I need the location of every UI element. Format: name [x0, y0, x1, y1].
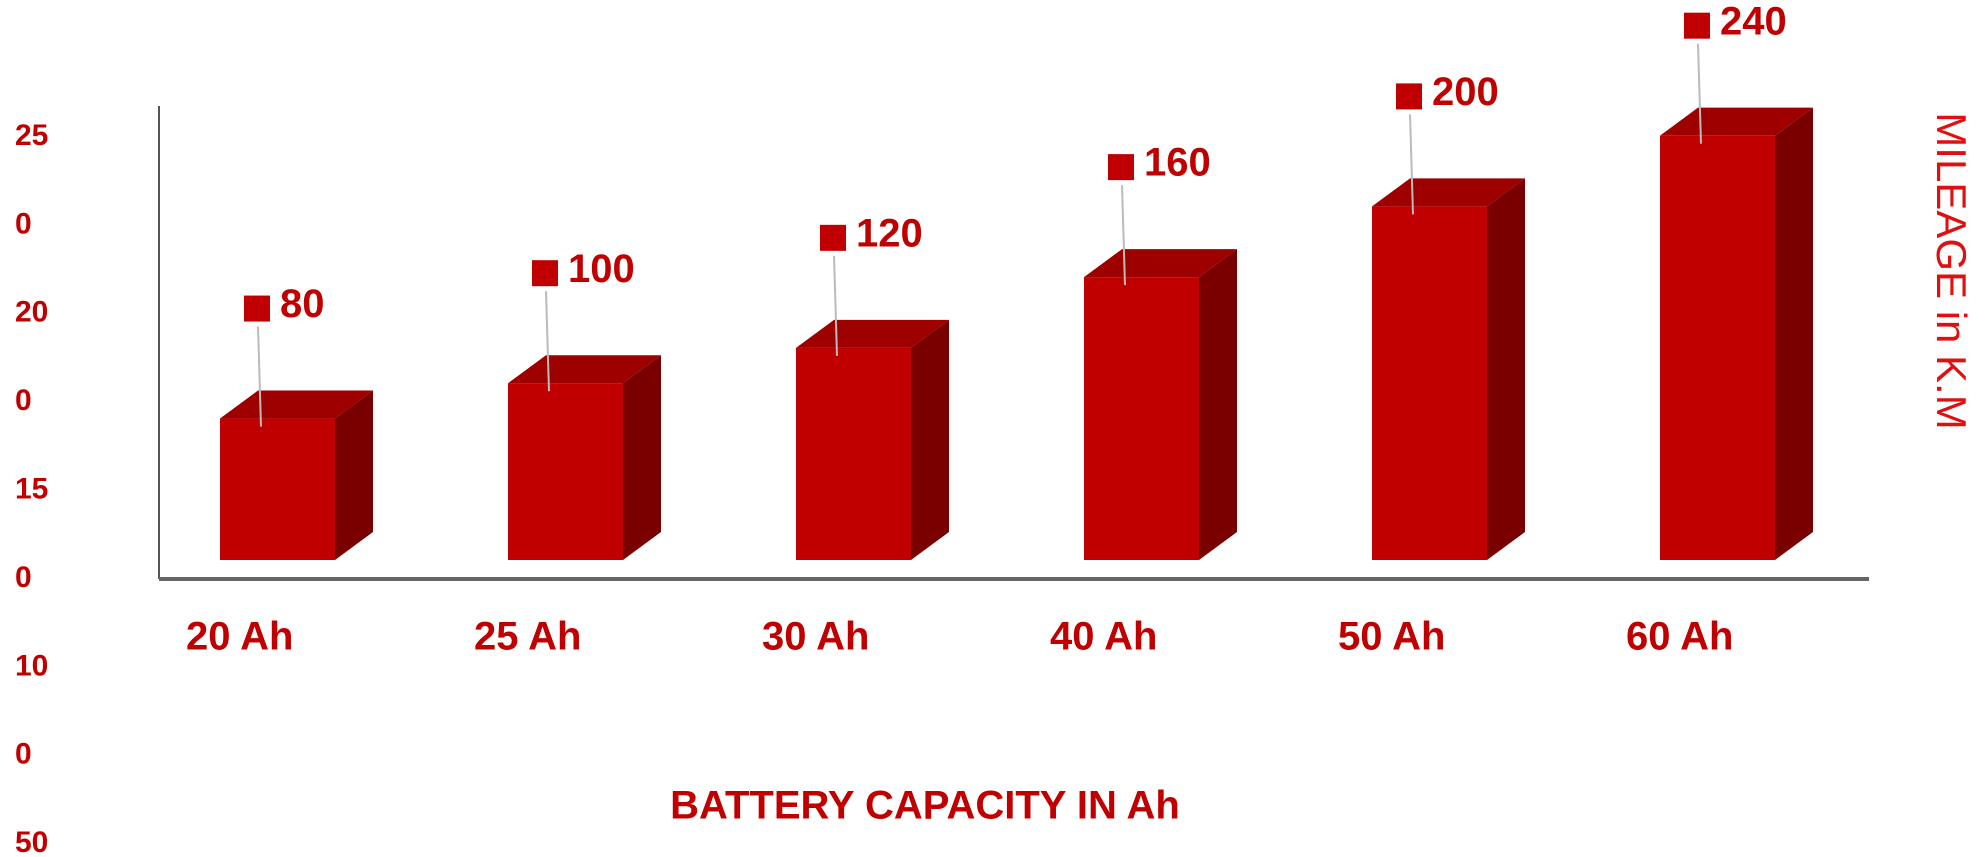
y-axis-fragment: 0	[15, 207, 32, 240]
bar-top	[1084, 249, 1237, 278]
bar-side	[1487, 178, 1525, 560]
bar	[1084, 277, 1199, 560]
bar-top	[796, 319, 949, 348]
data-label: 160	[1144, 141, 1211, 185]
y-axis-fragment: 15	[15, 473, 48, 506]
y-axis-fragment: 0	[15, 384, 32, 417]
y-axis-fragment: 0	[15, 561, 32, 594]
x-tick-label: 50 Ah	[1338, 615, 1445, 659]
data-label: 120	[856, 211, 923, 255]
y-axis-title: MILEAGE in K.M	[1928, 112, 1975, 429]
bar-top	[220, 390, 373, 419]
bar-side	[1199, 249, 1237, 560]
label-marker	[532, 260, 558, 287]
x-tick-label: 60 Ah	[1626, 615, 1733, 659]
y-axis-fragment: 25	[15, 119, 48, 152]
leader-line	[257, 326, 262, 427]
y-axis-fragment: 20	[15, 296, 48, 329]
bar-side	[623, 355, 661, 560]
bar	[220, 418, 335, 560]
x-tick-label: 20 Ah	[186, 615, 293, 659]
y-axis-fragment: 0	[15, 738, 32, 771]
bar	[796, 347, 911, 560]
label-marker	[1108, 154, 1134, 181]
bar-top	[1660, 107, 1813, 136]
leader-line	[1121, 185, 1126, 286]
bar	[508, 383, 623, 560]
y-axis-fragment: 10	[15, 649, 48, 682]
leader-line	[1409, 114, 1414, 215]
label-marker	[244, 295, 270, 322]
x-axis-title: BATTERY CAPACITY IN Ah	[670, 784, 1180, 828]
bar-side	[1775, 107, 1813, 561]
bar-side	[911, 319, 949, 560]
bar-side	[335, 390, 373, 560]
leader-line	[833, 255, 838, 356]
data-label: 200	[1432, 70, 1499, 114]
label-marker	[1684, 12, 1710, 39]
leader-line	[1697, 43, 1702, 144]
leader-line	[545, 291, 550, 392]
data-label: 100	[568, 247, 635, 291]
bar-top	[1372, 178, 1525, 207]
label-marker	[820, 224, 846, 251]
bar	[1660, 135, 1775, 560]
data-label: 240	[1720, 0, 1787, 43]
x-tick-label: 30 Ah	[762, 615, 869, 659]
label-marker	[1396, 83, 1422, 110]
bar-top	[508, 355, 661, 384]
bar	[1372, 206, 1487, 560]
y-axis-fragment: 50	[15, 826, 48, 857]
x-tick-label: 40 Ah	[1050, 615, 1157, 659]
x-tick-label: 25 Ah	[474, 615, 581, 659]
data-label: 80	[280, 282, 325, 326]
